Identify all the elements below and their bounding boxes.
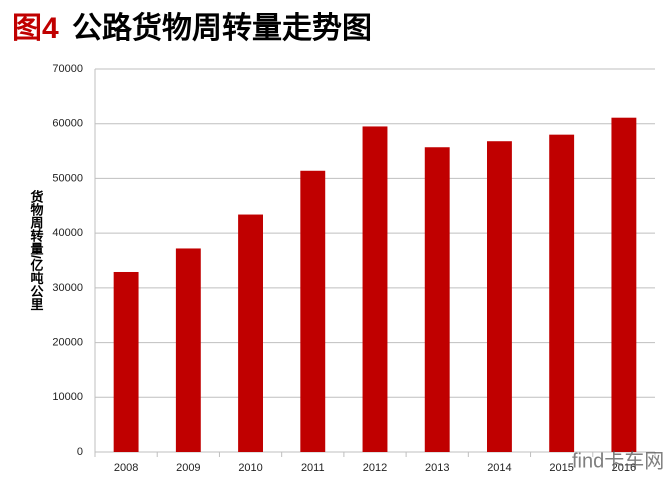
x-tick-label: 2008 (114, 462, 138, 474)
x-tick-label: 2009 (176, 462, 200, 474)
bar (611, 117, 637, 453)
y-tick-label: 60000 (52, 118, 83, 130)
bar (238, 214, 263, 452)
y-tick-label: 50000 (52, 172, 83, 184)
x-tick-label: 2011 (301, 462, 325, 474)
bar (487, 141, 512, 453)
bar (300, 170, 326, 453)
x-tick-label: 2016 (612, 462, 636, 474)
y-tick-label: 10000 (52, 391, 83, 403)
y-tick-label: 40000 (52, 227, 83, 239)
x-tick-label: 2014 (487, 462, 511, 474)
title-prefix: 图4 (12, 12, 59, 45)
chart-title: 公路货物周转量走势图 (72, 11, 372, 45)
bar (549, 134, 575, 452)
y-tick-label: 70000 (52, 63, 83, 75)
bar (113, 271, 139, 452)
bar (424, 147, 450, 452)
x-tick-label: 2013 (425, 462, 449, 474)
x-tick-label: 2012 (363, 462, 387, 474)
bar (362, 126, 388, 452)
y-tick-label: 30000 (52, 282, 83, 294)
watermark: find卡车网 (572, 449, 664, 472)
x-tick-label: 2010 (238, 462, 262, 474)
y-axis-label: 货物周转量/亿吨公里 (29, 189, 44, 312)
y-tick-label: 0 (77, 446, 83, 458)
bar (175, 248, 201, 452)
x-tick-label: 2015 (549, 462, 573, 474)
y-tick-label: 20000 (52, 336, 83, 348)
